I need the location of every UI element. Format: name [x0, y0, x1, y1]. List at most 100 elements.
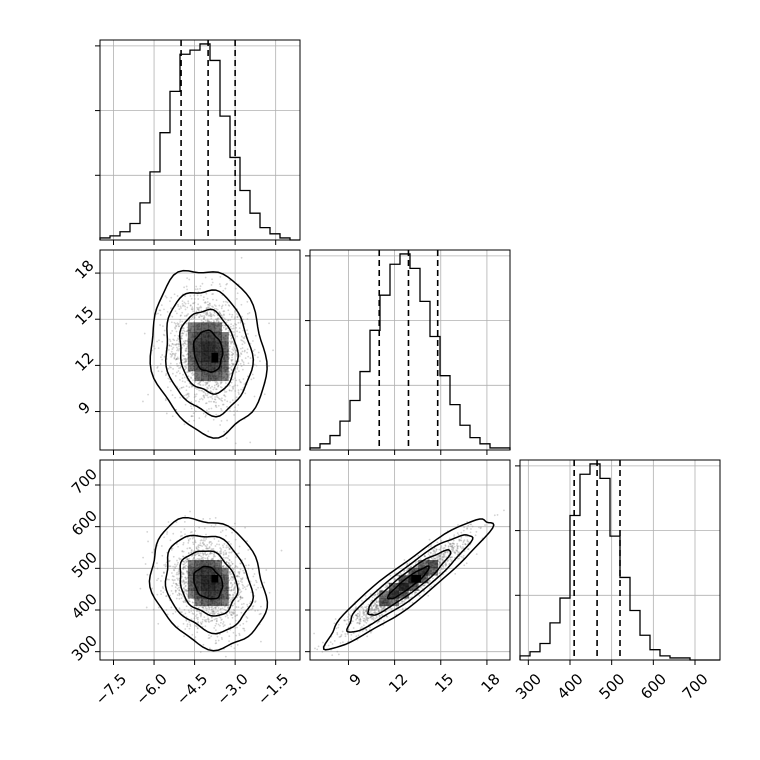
scatter-point: [174, 567, 177, 570]
scatter-point: [227, 557, 229, 560]
scatter-point: [365, 605, 368, 608]
scatter-point: [210, 314, 213, 317]
scatter-point: [432, 568, 435, 571]
scatter-point: [382, 596, 385, 599]
scatter-point: [207, 637, 210, 640]
scatter-point: [238, 327, 241, 330]
scatter-point: [207, 606, 210, 609]
scatter-point: [197, 545, 199, 548]
scatter-point: [242, 361, 245, 364]
scatter-point: [207, 430, 210, 433]
scatter-point: [169, 539, 172, 542]
scatter-point: [186, 371, 188, 374]
scatter-point: [438, 557, 441, 560]
scatter-point: [215, 406, 218, 409]
scatter-point: [197, 552, 200, 555]
density-cell: [187, 590, 195, 599]
density-cell: [208, 322, 216, 333]
scatter-point: [183, 355, 185, 358]
scatter-point: [456, 547, 459, 550]
scatter-point: [391, 601, 394, 604]
scatter-point: [210, 548, 213, 551]
scatter-point: [242, 622, 245, 625]
scatter-point: [171, 572, 173, 574]
scatter-point: [204, 605, 207, 608]
scatter-point: [225, 561, 228, 564]
scatter-point: [401, 601, 404, 603]
scatter-point: [356, 613, 359, 615]
scatter-point: [184, 357, 187, 360]
scatter-point: [185, 330, 188, 333]
scatter-point: [385, 585, 388, 588]
scatter-point: [240, 256, 243, 259]
scatter-point: [376, 601, 378, 604]
scatter-point: [206, 381, 209, 384]
scatter-point: [234, 406, 236, 409]
scatter-point: [203, 395, 206, 398]
scatter-point: [198, 389, 201, 392]
scatter-point: [175, 346, 178, 349]
scatter-point: [236, 575, 239, 578]
scatter-point: [357, 612, 360, 615]
scatter-point: [381, 614, 384, 617]
scatter-point: [171, 578, 174, 581]
scatter-point: [184, 585, 187, 588]
scatter-point: [186, 593, 189, 596]
scatter-point: [219, 552, 222, 555]
contour-level-1: [178, 308, 239, 395]
scatter-point: [365, 606, 367, 609]
scatter-point: [228, 540, 230, 543]
scatter-point: [464, 543, 467, 546]
scatter-point: [389, 603, 392, 606]
scatter-point: [209, 387, 212, 389]
scatter-point: [219, 285, 222, 288]
scatter-point: [178, 577, 181, 580]
scatter-point: [238, 572, 241, 575]
scatter-point: [194, 554, 196, 557]
scatter-point: [453, 534, 456, 537]
scatter-point: [176, 356, 179, 359]
scatter-point: [215, 401, 217, 404]
scatter-point: [157, 606, 160, 609]
scatter-point: [207, 620, 210, 622]
scatter-point: [210, 284, 213, 286]
scatter-point: [246, 300, 249, 303]
scatter-point: [232, 593, 235, 596]
scatter-point: [204, 544, 207, 547]
scatter-point: [245, 564, 247, 567]
scatter-point: [205, 414, 207, 417]
scatter-point: [206, 557, 209, 560]
scatter-point: [365, 610, 367, 613]
scatter-point: [454, 552, 457, 555]
scatter-point: [255, 579, 257, 582]
scatter-point: [342, 641, 344, 644]
scatter-point: [198, 558, 201, 560]
scatter-point: [218, 311, 221, 314]
scatter-point: [200, 555, 202, 558]
scatter-point: [146, 531, 149, 533]
scatter-point: [183, 361, 186, 363]
scatter-point: [381, 608, 384, 611]
scatter-point: [438, 560, 440, 563]
scatter-point: [375, 600, 378, 603]
scatter-point: [423, 554, 426, 557]
scatter-point: [226, 419, 228, 422]
scatter-point: [200, 315, 203, 318]
scatter-point: [237, 580, 240, 583]
scatter-point: [444, 551, 447, 554]
scatter-point: [173, 579, 176, 581]
scatter-point: [376, 622, 379, 624]
scatter-point: [186, 570, 188, 573]
scatter-point: [423, 562, 425, 565]
scatter-point: [234, 538, 237, 541]
scatter-point: [203, 616, 206, 619]
scatter-point: [157, 622, 160, 625]
scatter-point: [194, 539, 197, 542]
scatter-point: [225, 437, 228, 440]
scatter-point: [233, 602, 236, 605]
scatter-point: [429, 569, 432, 572]
scatter-point: [216, 610, 219, 613]
density-peak-cell: [211, 352, 219, 363]
scatter-point: [177, 337, 179, 340]
scatter-point: [193, 556, 195, 559]
